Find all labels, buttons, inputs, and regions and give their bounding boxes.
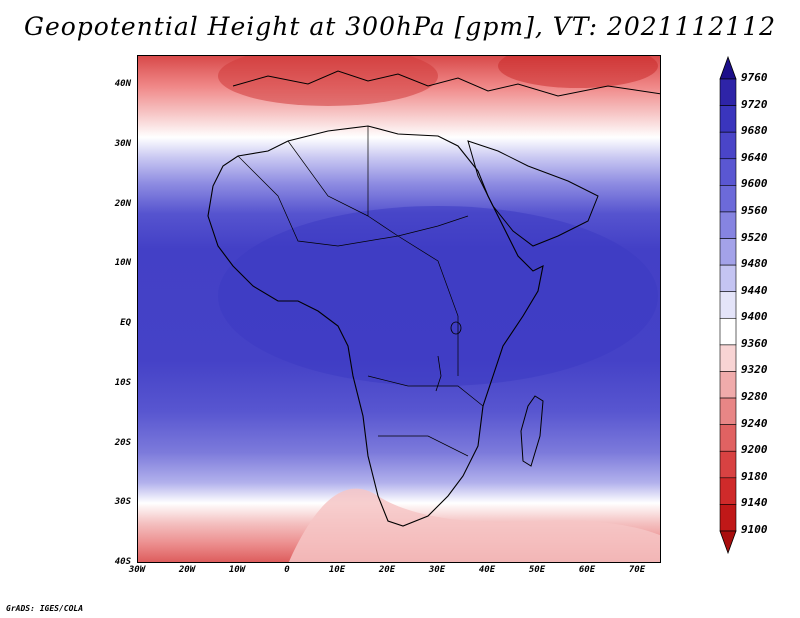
lat-label: EQ	[120, 318, 131, 328]
lon-label: 30E	[428, 565, 446, 575]
height-field	[138, 56, 660, 562]
colorbar-label: 9100	[741, 523, 768, 536]
lon-label: 70E	[628, 565, 646, 575]
colorbar-label: 9520	[741, 230, 768, 244]
colorbar-swatch	[719, 131, 737, 160]
colorbar-label: 9640	[741, 150, 768, 164]
colorbar-swatch	[719, 397, 737, 425]
colorbar-swatch	[719, 264, 737, 293]
colorbar-top-arrow	[719, 55, 737, 80]
colorbar-label: 9180	[741, 469, 768, 483]
map-panel	[137, 55, 661, 563]
lon-label: 20W	[178, 565, 196, 575]
lon-label: 60E	[578, 565, 596, 575]
lon-label: 50E	[528, 565, 546, 575]
colorbar-swatch	[719, 371, 737, 399]
lon-label: 10E	[328, 565, 346, 575]
colorbar-label: 9400	[741, 310, 768, 324]
colorbar-swatch	[719, 211, 737, 239]
colorbar-swatch	[719, 158, 737, 186]
lat-label: 20N	[114, 198, 131, 209]
colorbar-label: 9560	[741, 203, 768, 217]
colorbar-label: 9200	[741, 443, 768, 457]
colorbar-swatch	[719, 291, 737, 319]
colorbar-label: 9320	[741, 363, 768, 377]
chart-title: Geopotential Height at 300hPa [gpm], VT:…	[23, 12, 777, 41]
lat-label: 40S	[114, 557, 131, 567]
colorbar-bottom-arrow	[719, 530, 737, 555]
colorbar	[719, 55, 737, 555]
colorbar-swatch	[719, 78, 737, 106]
lon-label: 10W	[228, 565, 246, 575]
colorbar-swatch	[719, 317, 737, 346]
colorbar-swatch	[719, 450, 737, 479]
colorbar-swatch	[719, 504, 737, 532]
colorbar-swatch	[719, 344, 737, 372]
colorbar-label: 9680	[741, 124, 768, 138]
lon-label: 0	[284, 565, 290, 575]
colorbar-swatch	[719, 185, 737, 213]
lat-label: 10S	[114, 377, 131, 388]
colorbar-swatch	[719, 424, 737, 452]
colorbar-label: 9600	[741, 177, 768, 191]
colorbar-label: 9280	[741, 390, 768, 404]
credit-text: GrADS: IGES/COLA	[6, 604, 84, 613]
lat-label: 40N	[114, 79, 131, 89]
colorbar-label: 9720	[741, 97, 768, 111]
lat-label: 30S	[114, 497, 131, 508]
colorbar-label: 9140	[741, 496, 768, 510]
lon-label: 30W	[128, 565, 146, 575]
lon-label: 20E	[378, 565, 396, 575]
lat-label: 10N	[114, 258, 131, 269]
lat-label: 20S	[114, 437, 131, 448]
colorbar-label: 9360	[741, 336, 768, 350]
colorbar-label: 9440	[741, 283, 768, 297]
colorbar-swatch	[719, 105, 737, 133]
lon-label: 40E	[478, 565, 496, 575]
lat-label: 30N	[114, 138, 131, 149]
colorbar-swatch	[719, 477, 737, 505]
colorbar-label: 9480	[741, 257, 768, 271]
colorbar-swatch	[719, 238, 737, 266]
colorbar-label: 9760	[741, 71, 768, 84]
colorbar-label: 9240	[741, 416, 768, 430]
